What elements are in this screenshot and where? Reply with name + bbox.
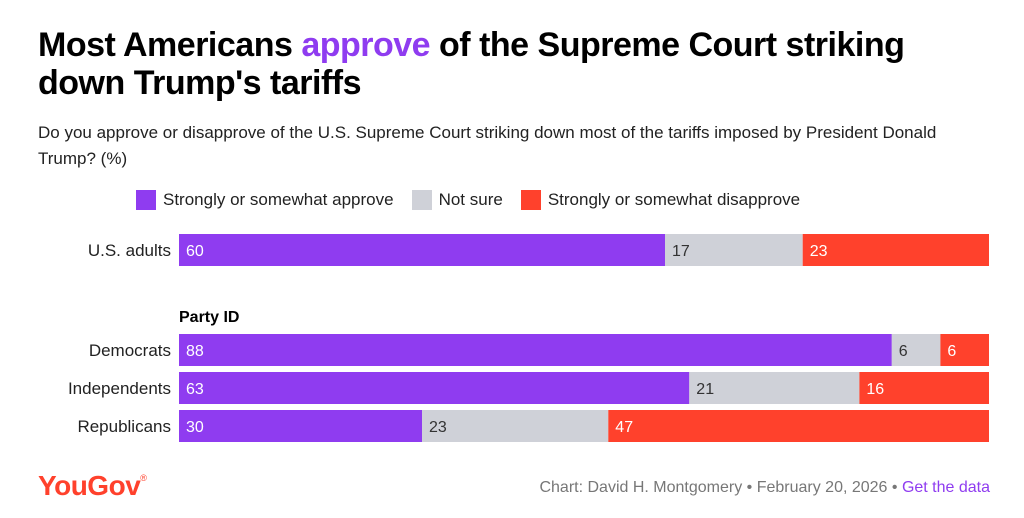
data-label-republicans-not-sure: 23 [429,419,447,436]
credit-text: Chart: David H. Montgomery • February 20… [539,479,902,496]
bar-independents-approve [179,372,690,404]
legend-label-approve: Strongly or somewhat approve [163,190,394,209]
bar-democrats-disapprove [940,334,989,366]
chart-credit: Chart: David H. Montgomery • February 20… [539,479,990,497]
data-label-democrats-approve: 88 [186,343,204,360]
chart-subtitle: Do you approve or disapprove of the U.S.… [38,123,937,168]
bar-republicans-disapprove [608,410,989,442]
yougov-logo: YouGov® [38,470,147,502]
data-label-u-s-adults-not-sure: 17 [672,243,690,260]
legend-swatch-disapprove [520,190,541,210]
legend-item-disapprove: Strongly or somewhat disapprove [520,190,801,210]
chart-legend: Strongly or somewhat approve Not sure St… [136,190,818,210]
category-label-democrats: Democrats [89,341,171,360]
logo-text: YouGov [38,470,141,501]
bar-u-s-adults-approve [179,234,665,266]
data-label-u-s-adults-approve: 60 [186,243,204,260]
category-label-republicans: Republicans [77,417,171,436]
data-label-independents-approve: 63 [186,381,204,398]
legend-item-not-sure: Not sure [411,190,503,210]
data-label-democrats-not-sure: 6 [899,343,908,360]
bar-republicans-not-sure [422,410,609,442]
bar-independents-disapprove [859,372,989,404]
bar-democrats-approve [179,334,892,366]
bar-u-s-adults-disapprove [802,234,989,266]
data-label-independents-not-sure: 21 [696,381,714,398]
chart-title: Most Americans approve of the Supreme Co… [38,26,998,102]
legend-swatch-not-sure [411,190,432,210]
bar-u-s-adults-not-sure [665,234,803,266]
category-label-u-s-adults: U.S. adults [88,241,171,260]
legend-item-approve: Strongly or somewhat approve [136,190,394,210]
category-label-independents: Independents [68,379,171,398]
bar-independents-not-sure [689,372,860,404]
get-the-data-link[interactable]: Get the data [901,479,990,496]
bar-republicans-approve [179,410,422,442]
legend-swatch-approve [136,190,156,210]
title-highlight: approve [301,26,431,64]
data-label-u-s-adults-disapprove: 23 [810,243,828,260]
title-part-2: of the Supreme Court striking down Trump… [38,26,905,102]
data-label-independents-disapprove: 16 [866,381,884,398]
title-part-1: Most Americans [38,26,302,64]
data-label-democrats-disapprove: 6 [947,343,956,360]
group-label-party-id: Party ID [179,309,239,326]
logo-registered-mark: ® [140,473,147,483]
data-label-republicans-approve: 30 [186,419,204,436]
data-label-republicans-disapprove: 47 [615,419,633,436]
legend-label-not-sure: Not sure [438,190,503,209]
legend-label-disapprove: Strongly or somewhat disapprove [547,190,801,209]
bar-democrats-not-sure [891,334,941,366]
